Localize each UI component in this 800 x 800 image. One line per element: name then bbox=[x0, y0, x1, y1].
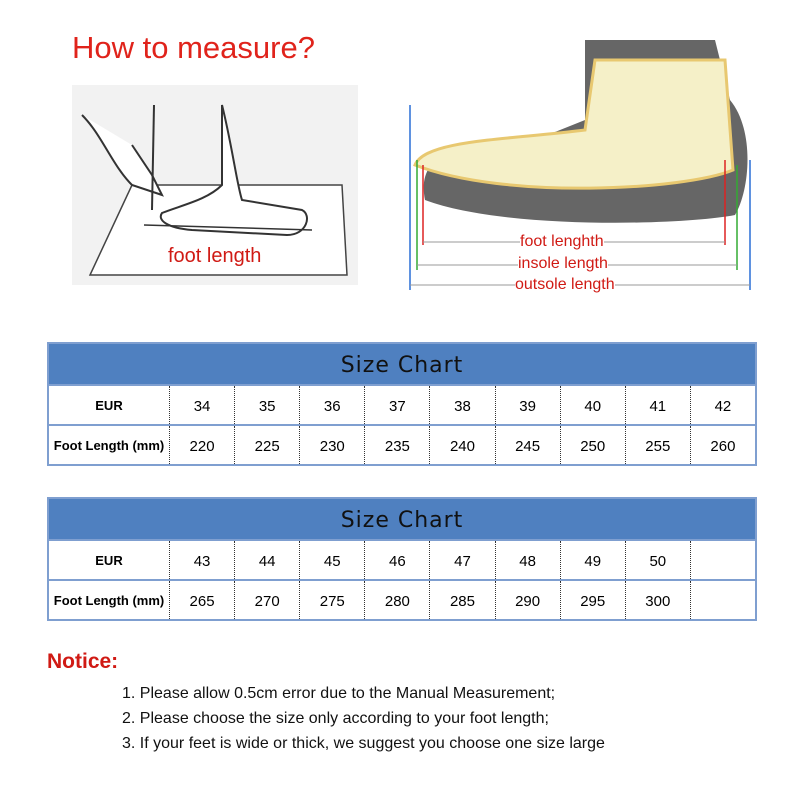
foot-length-row: Foot Length (mm) 220 225 230 235 240 245 250 255… bbox=[49, 424, 755, 464]
eur-size-cell: 34 bbox=[169, 386, 234, 424]
outsole-length-label: outsole length bbox=[515, 276, 615, 294]
foot-length-cell: 245 bbox=[494, 426, 560, 464]
eur-size-cell: 49 bbox=[559, 541, 625, 579]
foot-length-cell: 290 bbox=[494, 581, 560, 619]
foot-length-cell: 260 bbox=[689, 426, 755, 464]
eur-size-cell: 48 bbox=[494, 541, 560, 579]
foot-length-cell: 285 bbox=[429, 581, 494, 619]
foot-length-cell: 230 bbox=[299, 426, 364, 464]
eur-size-cell bbox=[689, 541, 755, 579]
foot-length-cell: 280 bbox=[364, 581, 429, 619]
foot-length-cell bbox=[689, 581, 755, 619]
foot-length-cell: 295 bbox=[559, 581, 625, 619]
eur-size-cell: 39 bbox=[494, 386, 560, 424]
eur-size-cell: 38 bbox=[429, 386, 494, 424]
eur-size-cell: 35 bbox=[234, 386, 299, 424]
size-chart-title: Size Chart bbox=[49, 499, 755, 539]
row-label: Foot Length (mm) bbox=[53, 437, 165, 453]
size-chart-2: Size Chart EUR 43 44 45 46 47 48 49 50 Foot Leng… bbox=[47, 497, 757, 621]
eur-size-cell: 37 bbox=[364, 386, 429, 424]
eur-size-cell: 46 bbox=[364, 541, 429, 579]
eur-size-cell: 36 bbox=[299, 386, 364, 424]
foot-length-cell: 220 bbox=[169, 426, 234, 464]
foot-length-cell: 235 bbox=[364, 426, 429, 464]
eur-size-cell: 41 bbox=[624, 386, 690, 424]
foot-length-label: foot lenghth bbox=[520, 233, 604, 251]
eur-size-cell: 40 bbox=[559, 386, 625, 424]
size-chart-1: Size Chart EUR 34 35 36 37 38 39 40 41 42 Foot Le… bbox=[47, 342, 757, 466]
row-label: EUR bbox=[95, 552, 123, 568]
eur-size-cell: 44 bbox=[234, 541, 299, 579]
eur-size-cell: 42 bbox=[689, 386, 755, 424]
foot-measure-illustration: foot length bbox=[72, 85, 358, 285]
notice-item: 2. Please choose the size only according… bbox=[122, 710, 549, 727]
eur-size-cell: 47 bbox=[429, 541, 494, 579]
shoe-cross-section-illustration: foot lenghth insole length outsole lengt… bbox=[385, 40, 765, 300]
foot-length-row: Foot Length (mm) 265 270 275 280 285 290 295 300 bbox=[49, 579, 755, 619]
row-label: Foot Length (mm) bbox=[53, 592, 165, 608]
foot-length-cell: 275 bbox=[299, 581, 364, 619]
foot-length-cell: 240 bbox=[429, 426, 494, 464]
foot-length-cell: 265 bbox=[169, 581, 234, 619]
notice-item: 1. Please allow 0.5cm error due to the M… bbox=[122, 685, 556, 702]
foot-length-cell: 270 bbox=[234, 581, 299, 619]
row-label: EUR bbox=[95, 397, 123, 413]
eur-row: EUR 43 44 45 46 47 48 49 50 bbox=[49, 539, 755, 579]
foot-length-cell: 300 bbox=[624, 581, 690, 619]
insole-length-label: insole length bbox=[518, 255, 608, 273]
foot-length-cell: 255 bbox=[624, 426, 690, 464]
page-title: How to measure? bbox=[72, 30, 315, 65]
eur-size-cell: 43 bbox=[169, 541, 234, 579]
eur-size-cell: 45 bbox=[299, 541, 364, 579]
eur-row: EUR 34 35 36 37 38 39 40 41 42 bbox=[49, 384, 755, 424]
notice-title: Notice: bbox=[47, 650, 119, 673]
notice-item: 3. If your feet is wide or thick, we sug… bbox=[122, 735, 605, 752]
foot-length-cell: 225 bbox=[234, 426, 299, 464]
foot-length-label: foot length bbox=[168, 245, 262, 267]
size-chart-title: Size Chart bbox=[49, 344, 755, 384]
foot-length-cell: 250 bbox=[559, 426, 625, 464]
eur-size-cell: 50 bbox=[624, 541, 690, 579]
